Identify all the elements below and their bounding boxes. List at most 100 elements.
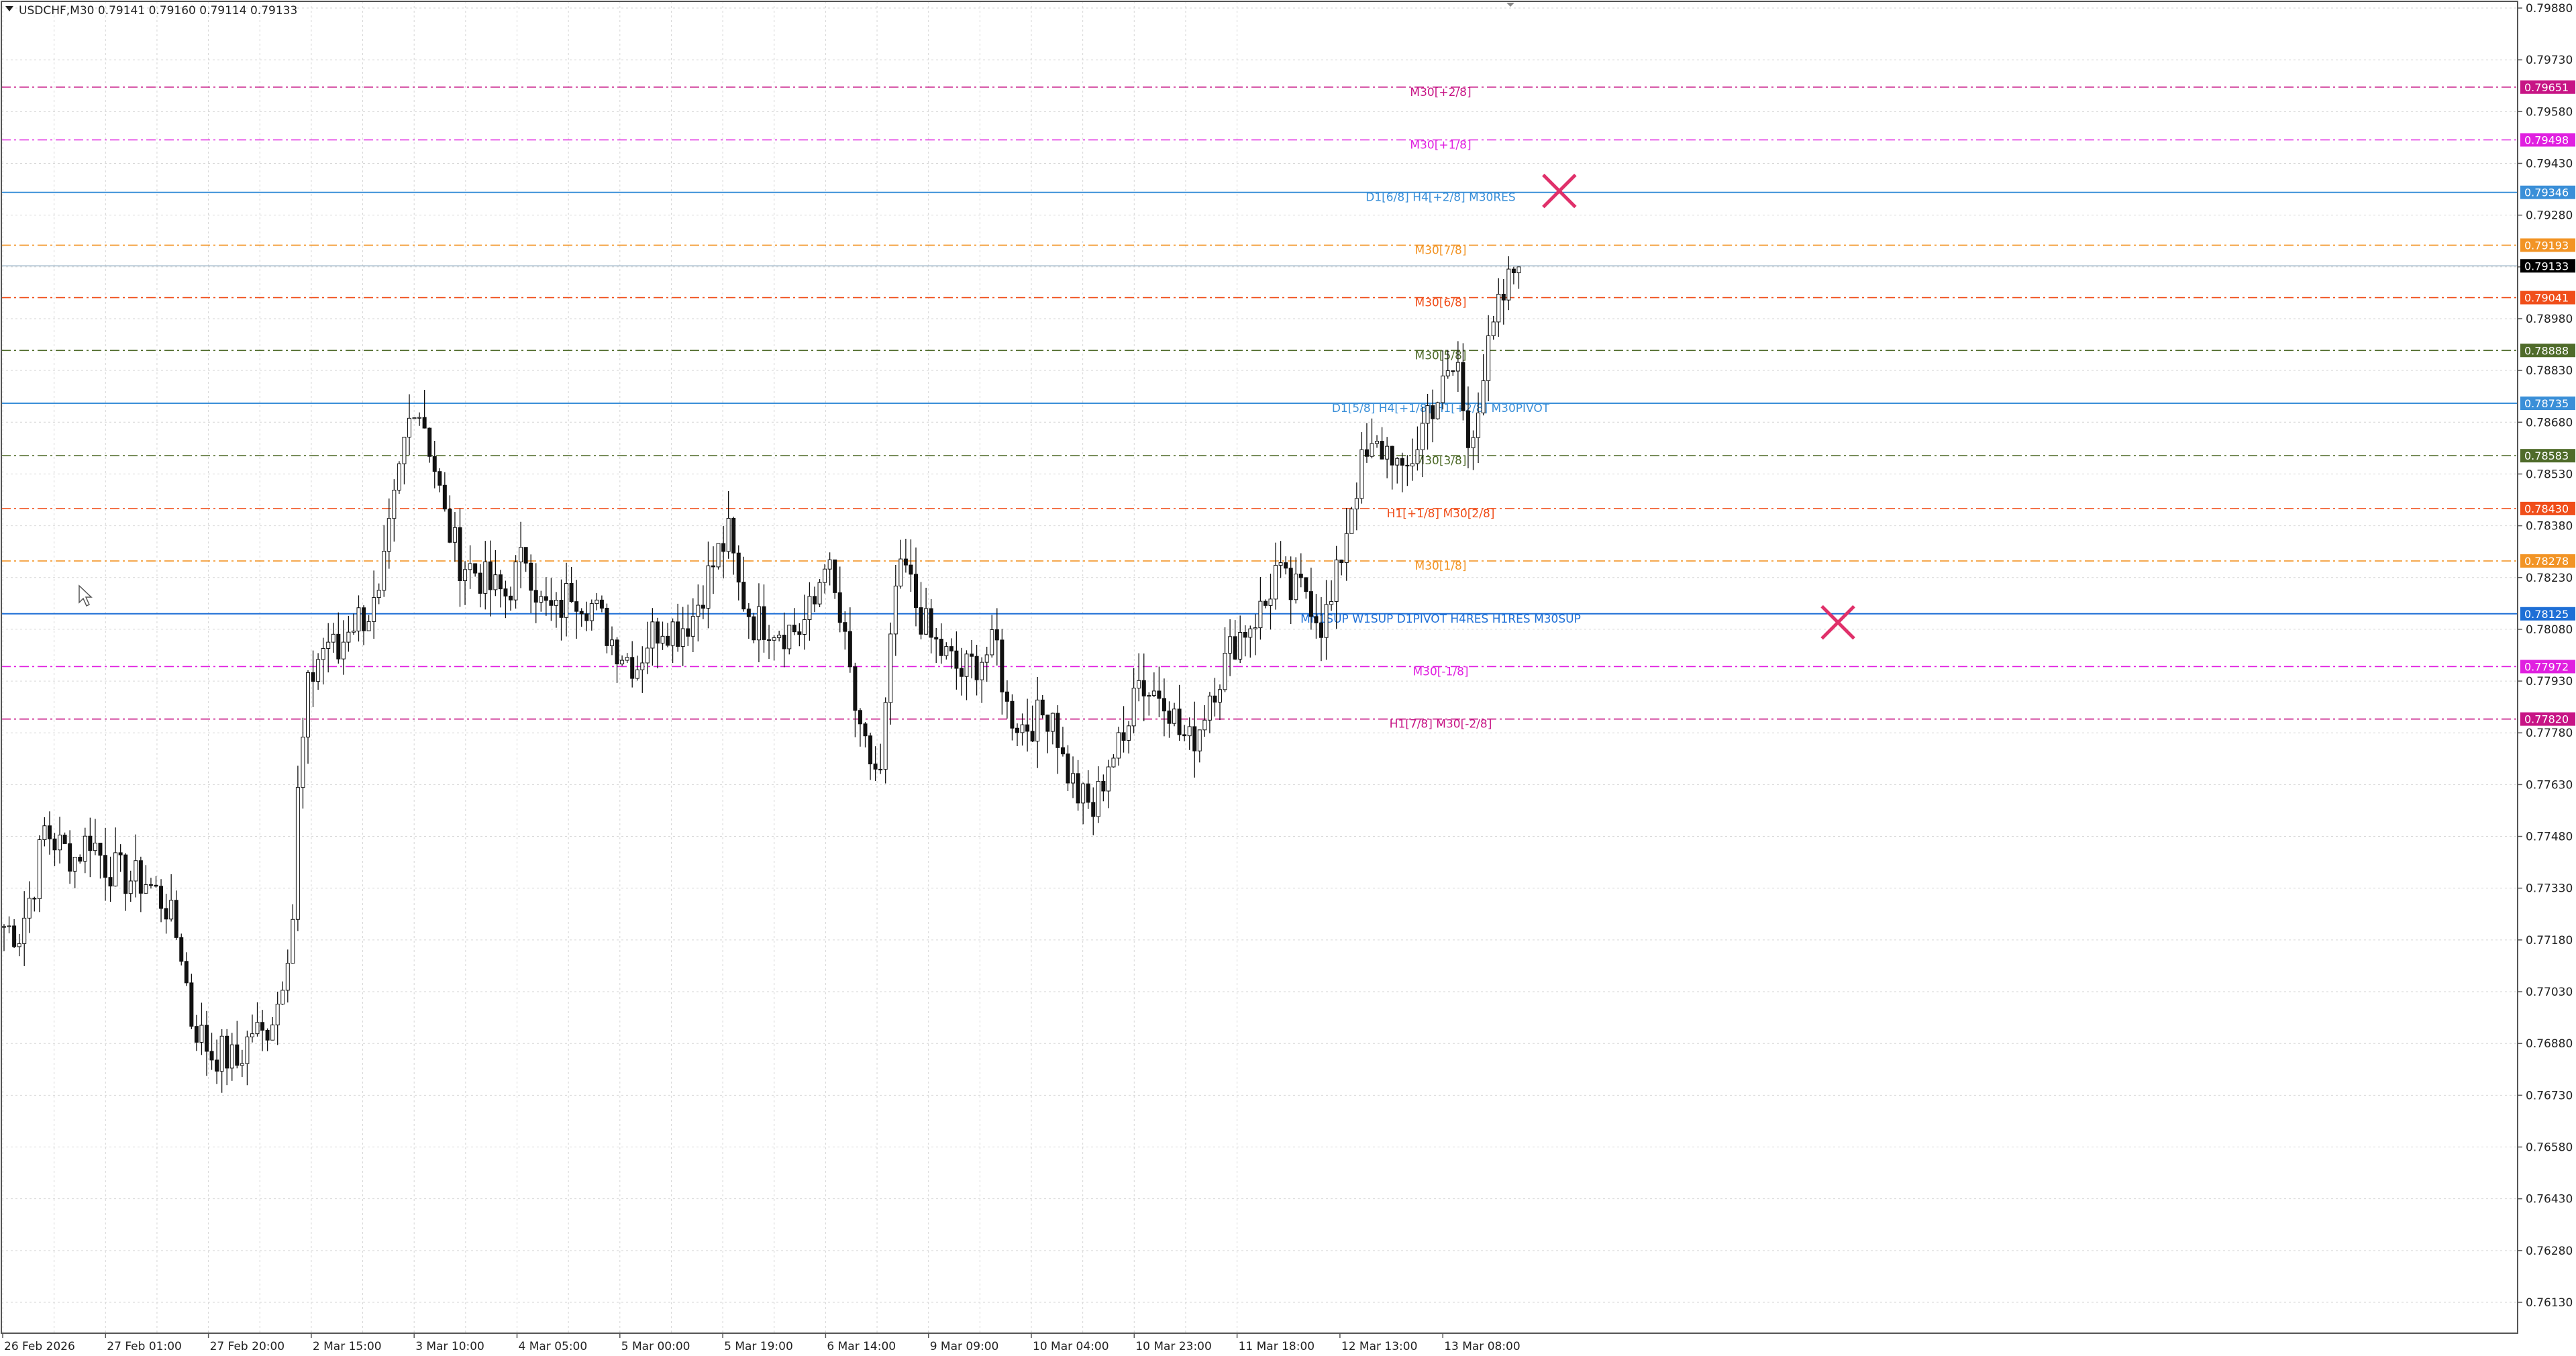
- candle: [1284, 556, 1288, 575]
- x-tick-label: 2 Mar 15:00: [313, 1340, 382, 1353]
- candle: [914, 547, 918, 627]
- y-tick-label: 0.76880: [2526, 1037, 2573, 1051]
- symbol-dropdown-icon[interactable]: [5, 6, 13, 11]
- candle: [229, 1033, 234, 1081]
- candle: [427, 427, 432, 463]
- candle: [331, 623, 336, 653]
- candle: [666, 623, 670, 647]
- y-tick-label: 0.79280: [2526, 209, 2573, 223]
- candle: [898, 539, 903, 589]
- candle: [529, 554, 533, 613]
- candle: [1431, 389, 1435, 443]
- x-tick-label: 13 Mar 08:00: [1444, 1340, 1521, 1353]
- candle: [1496, 278, 1501, 337]
- candle: [559, 579, 564, 641]
- candle: [878, 743, 883, 774]
- candle: [1364, 423, 1369, 463]
- x-tick-label: 3 Mar 10:00: [415, 1340, 484, 1353]
- candle: [1055, 705, 1060, 774]
- candle: [1228, 619, 1233, 676]
- candle: [802, 594, 807, 650]
- candle: [1390, 446, 1394, 490]
- x-tick-label: 10 Mar 04:00: [1033, 1340, 1109, 1353]
- candle: [813, 586, 817, 613]
- candle: [711, 546, 715, 594]
- candle: [113, 827, 118, 887]
- level-label: M30[-1/8]: [1412, 665, 1468, 678]
- candle: [934, 627, 939, 664]
- candle: [1304, 577, 1308, 599]
- price-axis[interactable]: 0.79880 0.79730 0.79580 0.79430 0.79280 0.791…: [2518, 2, 2573, 1310]
- candle: [630, 641, 635, 688]
- candle: [1516, 266, 1521, 289]
- time-axis[interactable]: 26 Feb 2026 27 Feb 01:00 27 Feb 20:00 2 Mar…: [2, 1333, 1521, 1353]
- candle: [752, 613, 756, 643]
- candle: [1045, 714, 1050, 753]
- candle: [1050, 713, 1055, 745]
- candle: [316, 653, 321, 690]
- level-label: MN1SUP W1SUP D1PIVOT H4RES H1RES M30SUP: [1300, 613, 1581, 626]
- price-tag-label: 0.77820: [2524, 713, 2569, 726]
- candle: [1167, 701, 1172, 738]
- candle: [625, 653, 629, 664]
- candle: [478, 564, 482, 608]
- candle: [1441, 350, 1445, 410]
- price-tag: 0.79346: [2520, 185, 2575, 199]
- candle: [701, 585, 705, 619]
- candle: [1263, 599, 1268, 609]
- candle: [493, 550, 498, 596]
- candle: [1238, 615, 1243, 664]
- candle: [240, 1049, 244, 1078]
- candle: [1339, 559, 1344, 576]
- candle: [970, 639, 974, 679]
- candle: [903, 538, 908, 573]
- y-tick-label: 0.79430: [2526, 157, 2573, 170]
- candle: [984, 646, 989, 682]
- candle: [1268, 573, 1273, 630]
- level-label: D1[6/8] H4[+2/8] M30RES: [1366, 191, 1515, 205]
- candle: [772, 635, 776, 661]
- candle: [184, 952, 189, 986]
- candle: [620, 655, 625, 666]
- candle: [372, 570, 376, 639]
- candle: [144, 865, 148, 894]
- price-tag-label: 0.78735: [2524, 397, 2569, 410]
- candle: [179, 933, 184, 966]
- candle: [847, 607, 852, 673]
- candle: [7, 916, 11, 934]
- candle: [569, 567, 574, 603]
- candle: [215, 1039, 219, 1084]
- candle: [544, 577, 548, 616]
- price-tag: 0.78583: [2520, 449, 2575, 463]
- candle: [1020, 713, 1025, 746]
- price-tag-label: 0.77972: [2524, 660, 2569, 673]
- y-tick-label: 0.79880: [2526, 2, 2573, 15]
- mouse-cursor-icon: [79, 584, 93, 607]
- candle: [1410, 438, 1414, 481]
- candle: [1375, 435, 1380, 448]
- price-tag: 0.77972: [2520, 660, 2575, 674]
- candle: [498, 570, 503, 608]
- candle: [595, 593, 599, 611]
- candle: [1501, 278, 1506, 325]
- price-tag: 0.78430: [2520, 501, 2575, 515]
- candle: [275, 991, 280, 1045]
- candle: [1308, 568, 1313, 630]
- candle: [1030, 705, 1035, 743]
- candle: [949, 638, 954, 669]
- candle: [853, 662, 858, 737]
- candle: [990, 615, 994, 658]
- candle: [1101, 774, 1106, 802]
- x-tick-label: 27 Feb 01:00: [107, 1340, 182, 1353]
- candle: [964, 650, 969, 700]
- candle: [1314, 594, 1319, 639]
- candle: [645, 621, 650, 674]
- x-tick-label: 5 Mar 00:00: [621, 1340, 690, 1353]
- candle: [1435, 401, 1440, 420]
- candle: [47, 811, 52, 855]
- candle: [939, 623, 943, 664]
- x-tick-label: 10 Mar 23:00: [1135, 1340, 1212, 1353]
- y-tick-label: 0.76130: [2526, 1296, 2573, 1310]
- candle: [726, 490, 731, 559]
